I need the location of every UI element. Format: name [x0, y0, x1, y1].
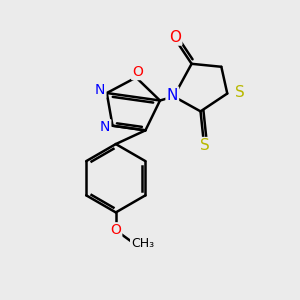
Text: O: O: [169, 30, 181, 45]
Text: CH₃: CH₃: [131, 237, 154, 250]
Text: N: N: [100, 120, 110, 134]
Text: S: S: [235, 85, 244, 100]
Text: S: S: [200, 138, 210, 153]
Text: N: N: [95, 83, 105, 97]
Text: O: O: [110, 223, 121, 237]
Text: O: O: [132, 65, 143, 79]
Text: N: N: [167, 88, 178, 103]
